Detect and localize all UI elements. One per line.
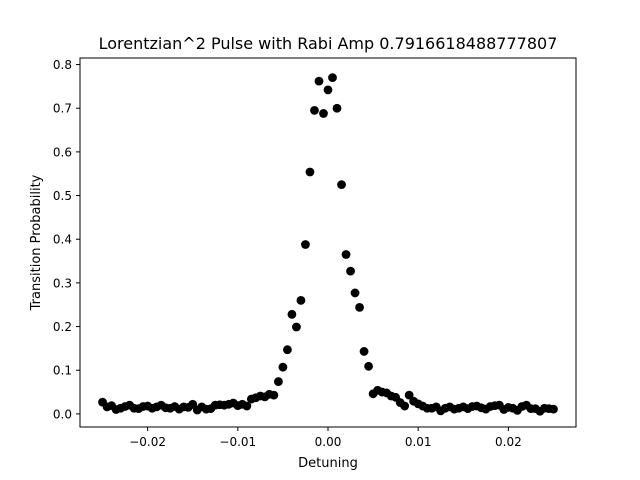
- y-tick-label-0: 0.0: [53, 407, 72, 421]
- data-point-41: [283, 345, 292, 355]
- x-tick-label-3: 0.01: [405, 435, 432, 449]
- y-tick-label-3: 0.3: [53, 276, 72, 290]
- data-point-54: [341, 250, 351, 259]
- y-axis: 0.0 0.1 0.2 0.3 0.4 0.5 0.6 0.7 0.8: [53, 58, 80, 421]
- data-point-49: [319, 109, 328, 118]
- data-point-46: [305, 167, 315, 177]
- data-point-58: [359, 347, 369, 356]
- data-point-39: [274, 377, 283, 386]
- data-point-67: [400, 401, 410, 411]
- data-point-68: [404, 390, 414, 400]
- y-tick-label-2: 0.2: [53, 320, 72, 334]
- data-point-48: [314, 76, 324, 86]
- x-tick-label-4: 0.02: [495, 435, 522, 449]
- data-point-100: [549, 404, 558, 414]
- x-tick-label-2: 0.00: [315, 435, 342, 449]
- data-point-57: [355, 302, 364, 312]
- x-tick-label-0: −0.02: [129, 435, 166, 449]
- y-tick-label-1: 0.1: [53, 364, 72, 378]
- data-point-43: [292, 322, 301, 332]
- x-axis-label: Detuning: [298, 456, 358, 471]
- plot-area: [98, 73, 558, 416]
- data-point-52: [332, 103, 342, 113]
- y-tick-label-4: 0.4: [53, 233, 72, 247]
- y-tick-label-8: 0.8: [53, 58, 72, 72]
- data-point-53: [337, 180, 346, 190]
- data-point-42: [287, 309, 297, 319]
- y-tick-label-7: 0.7: [53, 102, 72, 116]
- y-tick-label-5: 0.5: [53, 189, 72, 203]
- x-axis: −0.02 −0.01 0.00 0.01 0.02: [129, 427, 522, 449]
- data-point-56: [350, 288, 360, 298]
- data-point-45: [301, 240, 310, 249]
- data-point-38: [269, 390, 279, 400]
- data-point-44: [296, 295, 306, 305]
- data-point-59: [364, 361, 373, 371]
- y-tick-label-6: 0.6: [53, 145, 72, 159]
- data-point-51: [328, 73, 337, 83]
- data-point-40: [278, 362, 288, 372]
- chart-title: Lorentzian^2 Pulse with Rabi Amp 0.79166…: [99, 34, 558, 53]
- data-point-55: [346, 266, 355, 276]
- x-tick-label-1: −0.01: [219, 435, 256, 449]
- data-point-47: [310, 106, 319, 115]
- axes-frame: [79, 57, 577, 428]
- data-point-32: [242, 401, 252, 411]
- data-point-50: [323, 85, 333, 95]
- y-axis-label: Transition Probability: [29, 174, 44, 311]
